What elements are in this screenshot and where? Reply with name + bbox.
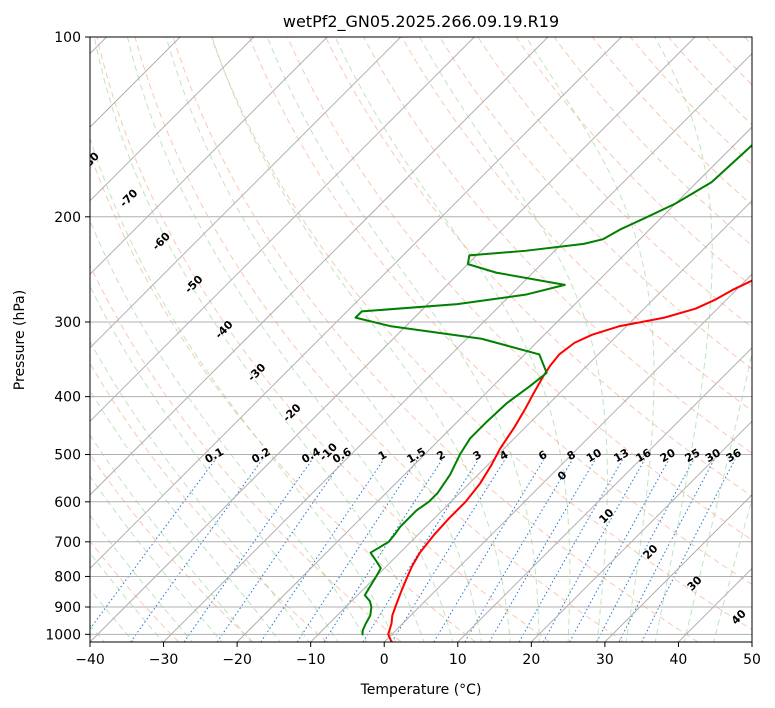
moist-adiabat-line bbox=[93, 37, 425, 642]
y-tick-label: 100 bbox=[54, 30, 81, 46]
moist-adiabat-line bbox=[525, 37, 655, 642]
moist-adiabat-line bbox=[90, 284, 339, 642]
x-tick-label: −20 bbox=[222, 652, 252, 668]
moist-adiabat-line bbox=[90, 340, 310, 642]
mixing-ratio-line bbox=[433, 459, 545, 642]
moist-adiabat-line bbox=[90, 514, 194, 642]
y-tick-label: 300 bbox=[54, 315, 81, 331]
isotherm-line bbox=[90, 37, 696, 642]
dry-adiabat-line bbox=[90, 362, 328, 642]
y-tick-label: 400 bbox=[54, 390, 81, 406]
y-tick-label: 700 bbox=[54, 535, 81, 551]
mixing-ratio-line bbox=[323, 459, 443, 642]
mixing-ratio-line bbox=[489, 459, 596, 642]
moist-adiabat-line bbox=[683, 351, 752, 642]
dry-adiabat-line bbox=[325, 37, 752, 497]
dry-adiabat-line bbox=[90, 151, 476, 642]
moist-adiabat-line bbox=[654, 37, 713, 642]
y-tick-label: 200 bbox=[54, 210, 81, 226]
dry-adiabat-line bbox=[248, 37, 752, 585]
moist-adiabat-line bbox=[90, 434, 252, 642]
mixing-ratio-line bbox=[183, 459, 313, 642]
x-axis-label: Temperature (°C) bbox=[360, 682, 482, 698]
mixing-ratio-line bbox=[90, 459, 216, 630]
mixing-ratio-line bbox=[260, 459, 385, 642]
dry-adiabat-line bbox=[439, 37, 752, 370]
dry-adiabat-line bbox=[363, 37, 752, 454]
y-tick-label: 600 bbox=[54, 495, 81, 511]
x-tick-label: −10 bbox=[296, 652, 326, 668]
x-tick-label: 30 bbox=[596, 652, 614, 668]
x-tick-label: 40 bbox=[670, 652, 688, 668]
profile-curves bbox=[354, 143, 752, 642]
isotherm-line bbox=[530, 420, 752, 642]
moist-adiabat-line bbox=[90, 389, 281, 642]
isotherm-line bbox=[90, 37, 549, 496]
dry-adiabat-line bbox=[134, 37, 625, 642]
isotherm-line bbox=[90, 37, 402, 349]
mixing-ratio-line bbox=[518, 459, 623, 642]
mixing-ratio-line bbox=[130, 459, 263, 642]
plot-frame bbox=[89, 36, 753, 643]
moist-adiabat-line bbox=[266, 37, 540, 642]
isotherm-line bbox=[310, 199, 752, 642]
moist-adiabat-line bbox=[713, 497, 752, 642]
dry-adiabat-line bbox=[96, 37, 550, 642]
isotherm-line bbox=[90, 37, 328, 275]
dry-adiabat-line bbox=[210, 37, 752, 631]
dewpoint-profile-line bbox=[354, 143, 752, 636]
dry-adiabat-line bbox=[401, 37, 752, 412]
isotherm-line bbox=[163, 52, 752, 642]
isotherm-line bbox=[236, 126, 752, 642]
x-tick-label: 50 bbox=[743, 652, 761, 668]
isotherm-line bbox=[90, 37, 622, 570]
isotherm-line bbox=[90, 37, 475, 423]
moist-adiabat-line bbox=[334, 37, 571, 642]
moist-adiabat-line bbox=[90, 588, 135, 642]
moist-adiabat-line bbox=[165, 37, 483, 642]
x-tick-label: 0 bbox=[380, 652, 389, 668]
y-tick-label: 800 bbox=[54, 569, 81, 585]
moist-adiabat-line bbox=[90, 136, 396, 642]
dry-adiabat-line bbox=[90, 264, 402, 642]
isotherm-line bbox=[604, 494, 752, 642]
mixing-ratio-line bbox=[296, 459, 418, 642]
axis-ticks: −40 −30 −20 −10 0 10 20 30 40 50 100 200 300 400 500 60… bbox=[45, 30, 761, 668]
dry-adiabat-line bbox=[477, 37, 752, 328]
x-tick-label: 10 bbox=[449, 652, 467, 668]
dry-adiabat-line bbox=[553, 37, 752, 247]
moist-adiabat-line bbox=[126, 37, 454, 642]
x-tick-label: 20 bbox=[522, 652, 540, 668]
y-axis-label: Pressure (hPa) bbox=[12, 290, 28, 390]
moist-adiabat-line bbox=[419, 37, 608, 642]
dry-adiabat-line bbox=[172, 37, 699, 642]
x-tick-label: −40 bbox=[75, 652, 105, 668]
dry-adiabat-line bbox=[591, 37, 752, 206]
x-tick-label: −30 bbox=[149, 652, 179, 668]
y-tick-label: 500 bbox=[54, 448, 81, 464]
isotherm-line bbox=[383, 273, 752, 642]
chart-title: wetPf2_GN05.2025.266.09.19.R19 bbox=[283, 12, 559, 32]
y-tick-label: 1000 bbox=[45, 627, 81, 643]
moist-adiabat-line bbox=[90, 219, 368, 642]
isotherm-line bbox=[457, 347, 752, 642]
moist-adiabat-line bbox=[90, 475, 223, 642]
y-tick-label: 900 bbox=[54, 600, 81, 616]
isotherm-line bbox=[90, 37, 255, 202]
mixing-ratio-line bbox=[216, 459, 344, 642]
mixing-ratio-line bbox=[569, 459, 670, 642]
